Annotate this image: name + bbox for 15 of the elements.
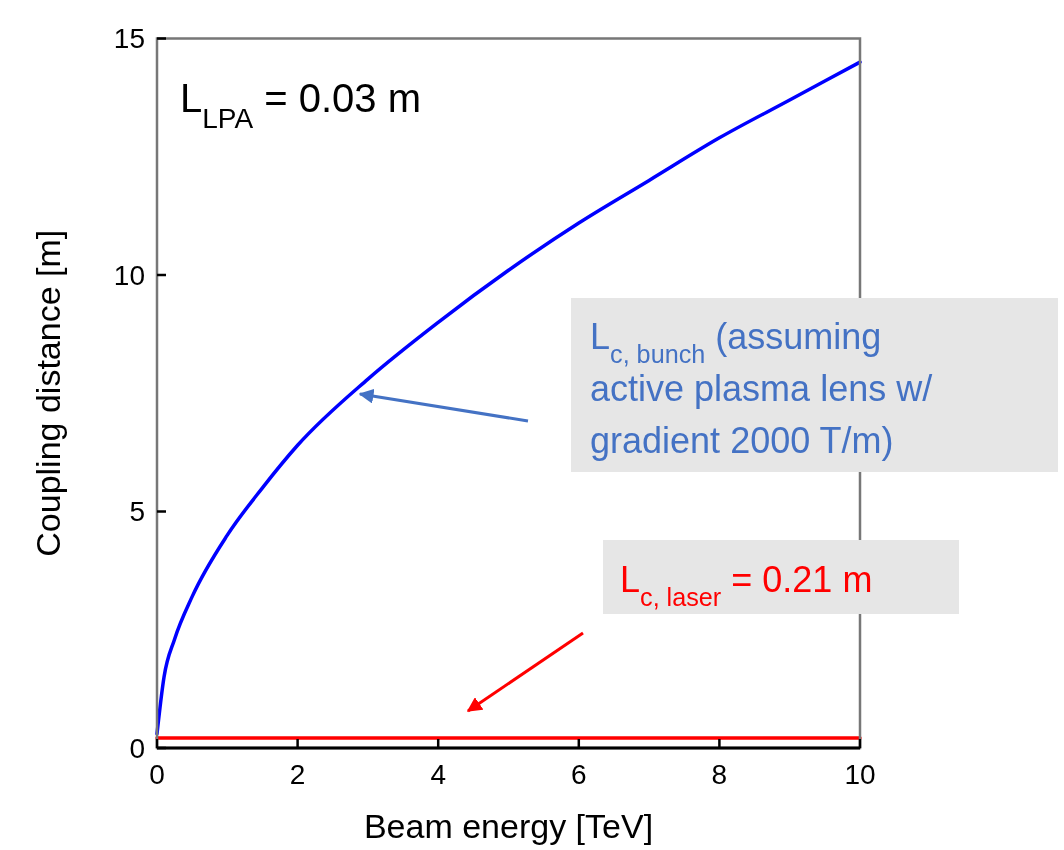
text: L$_{c, bunch}$ (assuming active plasma lens w/ gradient 2000 T/m) [590, 316, 933, 461]
x-tick-label: 0 [149, 759, 165, 790]
y-tick-label: 15 [113, 23, 145, 55]
y-tick-label: 0 [129, 732, 145, 764]
x-tick-label: 10 [844, 759, 876, 790]
y-tick-label: 10 [113, 259, 145, 291]
y-tick-label: 5 [129, 496, 145, 528]
x-axis-title: Beam energy [TeV] [363, 807, 654, 845]
annotation: L$_{c, laser}$ = 0.21 m [620, 559, 873, 611]
x-tick-label: 6 [571, 759, 587, 790]
annotation: L$_{LPA}$ = 0.03 m [180, 76, 422, 134]
y-axis-title: Coupling distance [m] [29, 229, 67, 557]
x-tick-label: 2 [289, 759, 306, 790]
x-tick-label: 4 [430, 759, 446, 790]
x-tick-label: 8 [711, 759, 728, 790]
